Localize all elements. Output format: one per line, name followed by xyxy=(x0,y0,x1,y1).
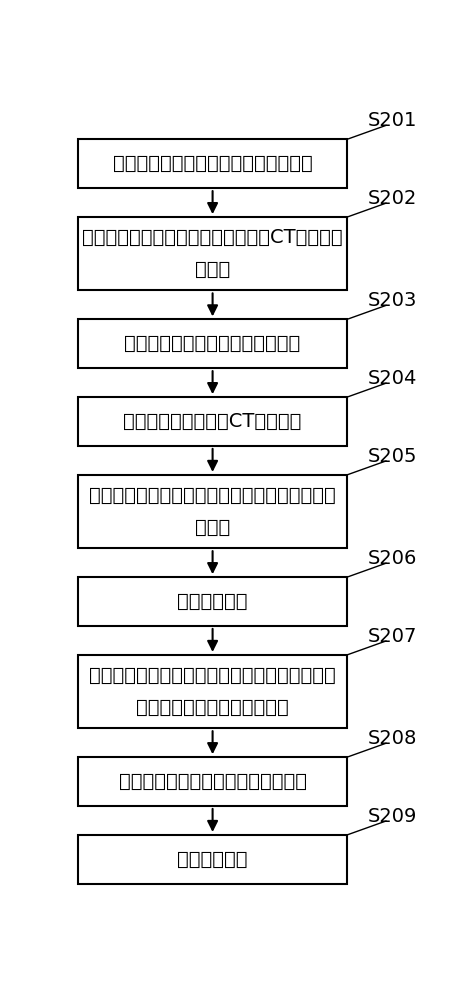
Bar xyxy=(78,577,347,626)
Text: S209: S209 xyxy=(368,807,417,826)
Text: 行编号: 行编号 xyxy=(195,518,230,537)
Bar xyxy=(78,397,347,446)
Text: S204: S204 xyxy=(368,369,417,388)
Text: S208: S208 xyxy=(368,729,417,748)
Text: 照角度位置或采样顺序做排序: 照角度位置或采样顺序做排序 xyxy=(136,698,289,717)
Text: S205: S205 xyxy=(368,447,417,466)
Text: 按照角度位置或采样顺序做排序，对投影数据进: 按照角度位置或采样顺序做排序，对投影数据进 xyxy=(89,486,336,505)
Text: S201: S201 xyxy=(368,111,417,130)
Text: S206: S206 xyxy=(368,549,417,568)
Bar xyxy=(78,835,347,884)
Text: 做拆分: 做拆分 xyxy=(195,260,230,279)
Text: S203: S203 xyxy=(368,291,417,310)
Bar xyxy=(78,757,347,806)
Bar xyxy=(78,475,347,548)
Bar xyxy=(78,319,347,368)
Bar xyxy=(78,139,347,188)
Text: 将原始稀疏投影数据与扩增投影数据合并，并按: 将原始稀疏投影数据与扩增投影数据合并，并按 xyxy=(89,666,336,685)
Bar xyxy=(78,655,347,728)
Text: 输出与预设采样率一致密集投影图像: 输出与预设采样率一致密集投影图像 xyxy=(119,772,307,791)
Text: 拆分成像部位与采样率要求，将原始CT投影数据: 拆分成像部位与采样率要求，将原始CT投影数据 xyxy=(82,228,343,247)
Text: 根据检查需求，设置成像部位及采样率: 根据检查需求，设置成像部位及采样率 xyxy=(113,154,312,173)
Text: 输入对应的稀疏角度CT投影数据: 输入对应的稀疏角度CT投影数据 xyxy=(123,412,302,431)
Text: 断层图像重建: 断层图像重建 xyxy=(178,850,248,869)
Text: 调取已训练好的对应采样率下模型: 调取已训练好的对应采样率下模型 xyxy=(124,334,301,353)
Text: S207: S207 xyxy=(368,627,417,646)
Bar xyxy=(78,217,347,290)
Text: 扩增投影数据: 扩增投影数据 xyxy=(178,592,248,611)
Text: S202: S202 xyxy=(368,189,417,208)
